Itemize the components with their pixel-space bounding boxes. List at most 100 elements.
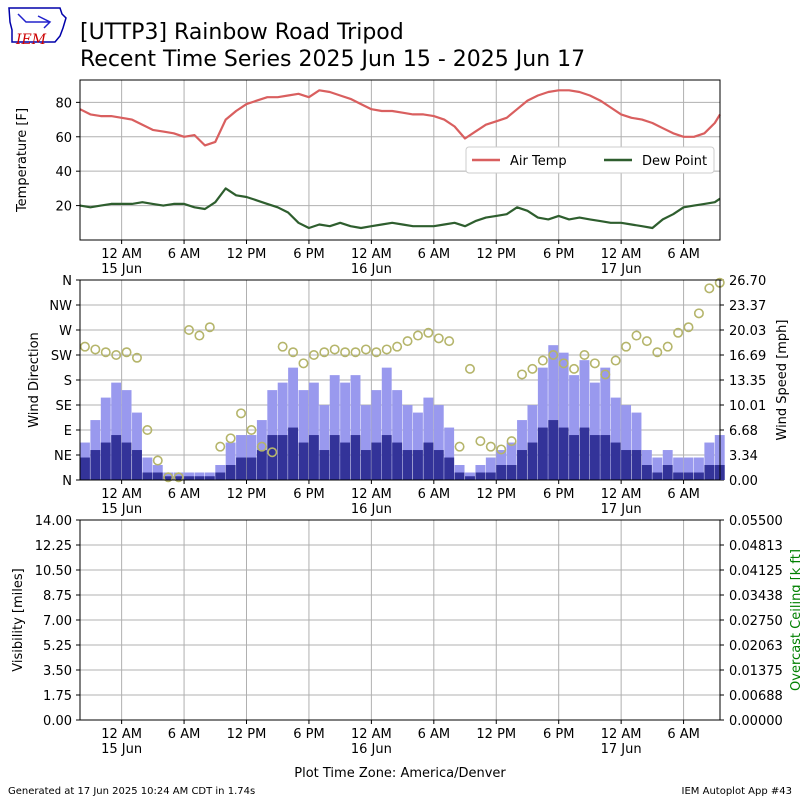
- wind-dir-tick-label: NE: [54, 449, 72, 464]
- vis-y-tick-label: 12.25: [35, 539, 72, 554]
- vis-x-tick-label: 12 AM: [601, 727, 642, 742]
- wind-direction-point: [673, 327, 684, 338]
- wind-gust-bar: [121, 390, 132, 480]
- wind-speed-bar: [132, 450, 142, 480]
- wind-direction-point: [319, 347, 330, 358]
- temp-y-tick-label: 20: [55, 200, 72, 215]
- wind-direction-point: [173, 472, 184, 483]
- wind-direction-point: [621, 341, 632, 352]
- temp-x-tick-date: 16 Jun: [351, 262, 392, 277]
- wind-gust-bar: [100, 397, 111, 480]
- wind-direction-point: [444, 336, 455, 347]
- wind-direction-point: [256, 441, 267, 452]
- wind-speed-bar: [423, 442, 434, 480]
- iowa-outline-icon: [8, 7, 67, 43]
- temp-y-tick-label: 60: [55, 131, 72, 146]
- wind-gust-bar: [621, 405, 632, 480]
- wind-gust-bar: [600, 367, 611, 480]
- wind-gust-bar: [288, 367, 299, 480]
- ceiling-tick-label: 0.04813: [729, 539, 783, 554]
- wind-dir-tick-label: S: [64, 374, 72, 389]
- wind-gust-bar: [423, 397, 434, 480]
- wind-x-tick-date: 16 Jun: [351, 502, 392, 517]
- wind-gust-bar: [298, 390, 309, 480]
- temp-x-tick-label: 6 AM: [168, 247, 201, 262]
- wind-gust-bar: [652, 457, 663, 480]
- wind-x-tick-label: 6 PM: [543, 487, 574, 502]
- wind-speed-bar: [579, 427, 590, 480]
- legend-label-air-temp: Air Temp: [510, 154, 567, 169]
- ceiling-axis-label: Overcast Ceiling [k ft]: [789, 549, 800, 691]
- wind-direction-point: [194, 330, 205, 341]
- logo-arrow-icon: [17, 13, 52, 29]
- vis-y-tick-label: 0.00: [43, 714, 72, 729]
- visibility-panel: 0.00 0.00000 1.75 0.00688 3.50 0.01375 5.25 0.0…: [11, 514, 800, 757]
- wind-speed-bar: [246, 457, 257, 480]
- wind-speed-tick-label: 10.01: [729, 399, 766, 414]
- vis-y-tick-label: 14.00: [35, 514, 72, 529]
- wind-direction-point: [485, 441, 496, 452]
- wind-gust-bar: [558, 352, 569, 480]
- wind-speed-bar: [454, 472, 465, 480]
- ceiling-tick-label: 0.05500: [729, 514, 783, 529]
- vis-x-tick-label: 6 AM: [418, 727, 451, 742]
- wind-speed-tick-label: 23.37: [729, 299, 766, 314]
- wind-speed-bar: [693, 472, 704, 480]
- wind-speed-bar: [704, 465, 715, 480]
- wind-direction-point: [475, 436, 486, 447]
- wind-x-tick-label: 6 AM: [418, 487, 451, 502]
- wind-speed-bar: [610, 442, 621, 480]
- wind-direction-point: [631, 330, 642, 341]
- temp-x-tick-date: 17 Jun: [601, 262, 642, 277]
- wind-speed-bar: [267, 435, 278, 480]
- vis-y-axis-label: Visibility [miles]: [11, 568, 26, 671]
- wind-dir-tick-label: SW: [51, 349, 72, 364]
- ceiling-tick-label: 0.01375: [729, 664, 783, 679]
- wind-gust-bar: [631, 412, 642, 480]
- wind-direction-point: [683, 322, 694, 333]
- temp-x-tick-label: 12 PM: [227, 247, 267, 262]
- wind-speed-bar: [360, 450, 371, 480]
- wind-speed-bar: [652, 472, 663, 480]
- wind-speed-bar: [173, 476, 184, 480]
- wind-speed-bar: [90, 450, 101, 480]
- wind-speed-tick-label: 20.03: [729, 324, 766, 339]
- wind-speed-bar: [152, 472, 163, 480]
- vis-x-tick-label: 6 AM: [168, 727, 201, 742]
- wind-x-tick-label: 6 PM: [293, 487, 324, 502]
- wind-direction-point: [79, 341, 90, 352]
- wind-direction-point: [131, 352, 142, 363]
- ceiling-tick-label: 0.04125: [729, 564, 783, 579]
- wind-speed-bar: [381, 435, 392, 480]
- vis-y-tick-label: 8.75: [43, 589, 72, 604]
- wind-speed-bar: [236, 457, 246, 480]
- wind-speed-bar: [111, 435, 122, 480]
- wind-speed-tick-label: 16.69: [729, 349, 766, 364]
- wind-y-axis-label: Wind Direction: [27, 332, 42, 428]
- wind-speed-bar: [100, 442, 111, 480]
- vis-x-tick-label: 6 AM: [667, 727, 700, 742]
- wind-speed-tick-label: 6.68: [729, 424, 758, 439]
- wind-x-tick-date: 15 Jun: [101, 502, 142, 517]
- dew-point-line: [79, 187, 721, 230]
- vis-axes-frame: [79, 519, 721, 721]
- temp-axes-frame: [79, 79, 721, 241]
- wind-speed-bar: [548, 420, 559, 480]
- wind-gust-bar: [444, 427, 455, 480]
- wind-speed-bar: [225, 465, 236, 480]
- wind-dir-tick-label: N: [62, 274, 72, 289]
- wind-gust-bar: [610, 397, 621, 480]
- wind-direction-point: [600, 369, 611, 380]
- wind-speed-bar: [184, 476, 194, 480]
- wind-gust-bar: [132, 412, 142, 480]
- wind-gust-bar: [693, 457, 704, 480]
- wind-speed-tick-label: 3.34: [729, 449, 758, 464]
- wind-direction-point: [506, 436, 517, 447]
- wind-speed-bar: [329, 435, 340, 480]
- wind-gust-bar: [111, 382, 122, 480]
- wind-x-tick-label: 6 AM: [168, 487, 201, 502]
- vis-y-tick-label: 7.00: [43, 614, 72, 629]
- wind-x-tick-label: 12 AM: [101, 487, 142, 502]
